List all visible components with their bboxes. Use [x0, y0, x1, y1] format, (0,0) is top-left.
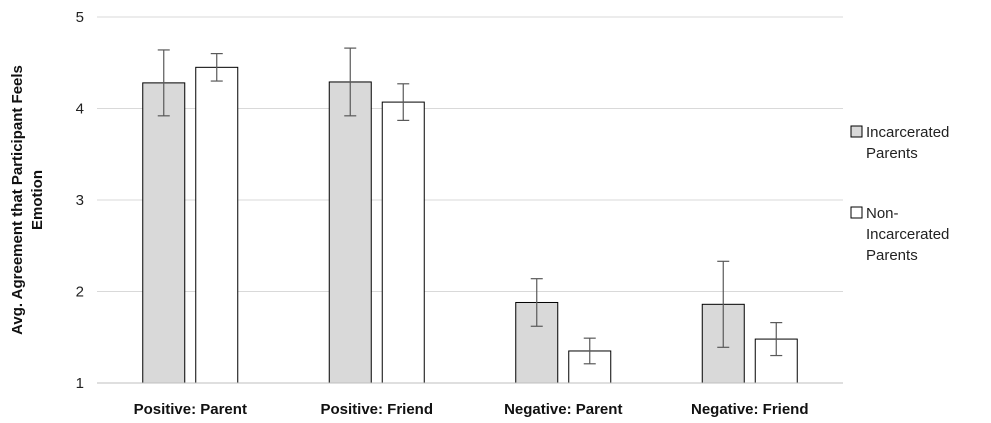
category-label: Positive: Friend	[320, 401, 433, 418]
category-labels: Positive: Parent Positive: Friend Negative…	[134, 401, 809, 418]
legend-label: Parents	[866, 145, 918, 162]
legend-label: Incarcerated	[866, 124, 949, 141]
bar-incarcerated	[328, 81, 372, 384]
y-axis-title-line: Avg. Agreement that Participant Feels	[9, 65, 26, 335]
y-axis-title-line: Emotion	[29, 170, 46, 230]
bar-non-incarcerated	[195, 66, 239, 384]
y-tick-labels: 1 2 3 4 5	[76, 9, 84, 392]
legend-item: Incarcerated Parents	[850, 124, 949, 162]
category-label: Positive: Parent	[134, 401, 247, 418]
legend-label: Non-	[866, 205, 899, 222]
bars	[142, 66, 798, 384]
legend-swatch	[850, 206, 863, 219]
bar-incarcerated	[142, 82, 186, 384]
legend-swatch	[850, 125, 863, 138]
y-tick-label: 3	[76, 192, 84, 209]
legend-item: Non- Incarcerated Parents	[850, 205, 949, 264]
error-bars	[157, 47, 783, 365]
legend-label: Incarcerated	[866, 226, 949, 243]
legend-label: Parents	[866, 247, 918, 264]
y-tick-label: 1	[76, 375, 84, 392]
legend: Incarcerated Parents Non- Incarcerated Paren…	[850, 124, 949, 264]
y-axis-title: Avg. Agreement that Participant Feels Emo…	[9, 65, 46, 335]
y-tick-label: 5	[76, 9, 84, 26]
category-label: Negative: Friend	[691, 401, 809, 418]
y-tick-label: 2	[76, 284, 84, 301]
category-label: Negative: Parent	[504, 401, 622, 418]
bar-non-incarcerated	[381, 101, 425, 384]
y-tick-label: 4	[76, 101, 84, 118]
